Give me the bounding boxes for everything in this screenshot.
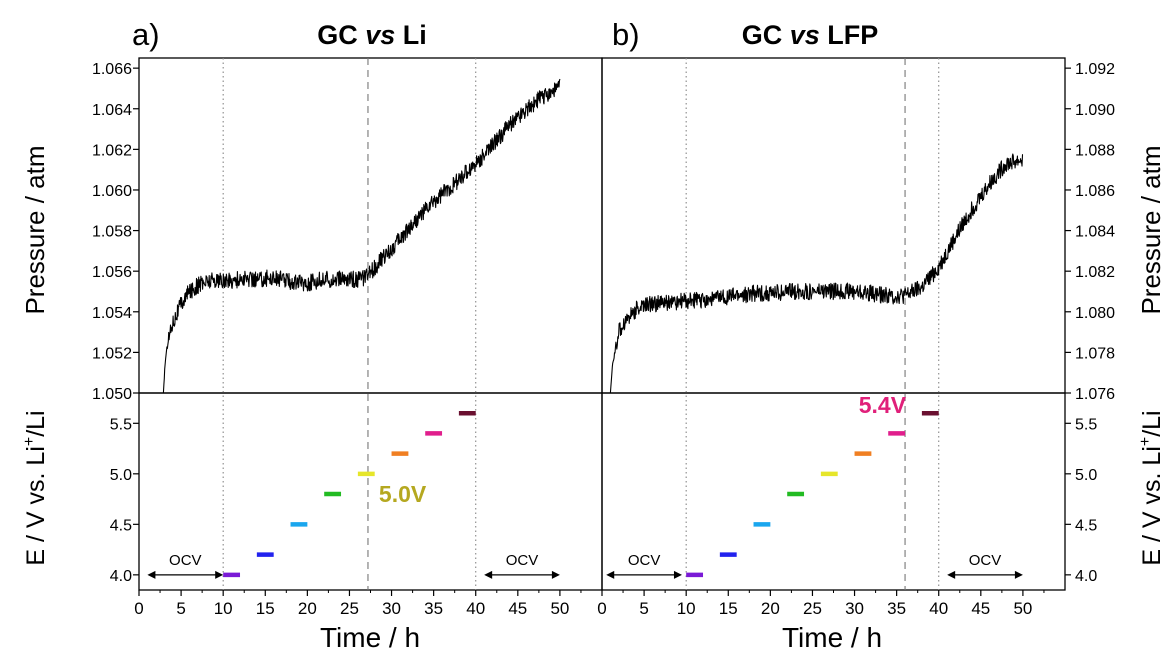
pressure-tick-label-a-5: 1.060 xyxy=(92,183,132,200)
pressure-trace-a xyxy=(162,78,561,394)
x-tick-label-a-20: 20 xyxy=(298,599,317,618)
pressure-tick-label-a-0: 1.050 xyxy=(92,386,132,403)
x-axis-label-a: Time / h xyxy=(320,622,420,653)
x-tick-label-a-0: 0 xyxy=(134,599,143,618)
x-tick-label-a-10: 10 xyxy=(214,599,233,618)
ocv-arrowhead-left-b-0 xyxy=(606,570,615,579)
potential-label-left-post: /Li xyxy=(22,410,50,436)
pressure-tick-label-b-5: 1.086 xyxy=(1075,183,1115,200)
pressure-tick-label-a-8: 1.066 xyxy=(92,61,132,78)
pressure-trace-b xyxy=(609,153,1024,394)
pressure-tick-label-a-4: 1.058 xyxy=(92,224,132,241)
pressure-plot-frame-a xyxy=(138,57,603,394)
title-b-em: vs xyxy=(790,20,820,50)
pressure-tick-label-b-0: 1.076 xyxy=(1075,386,1115,403)
panel-b-label: b) xyxy=(612,17,640,52)
title-panel-a: GC vs Li xyxy=(317,20,427,50)
ocv-arrowhead-right-a-1 xyxy=(551,570,560,579)
x-tick-label-a-45: 45 xyxy=(508,599,527,618)
title-b-pre: GC xyxy=(742,20,790,50)
title-a-em: vs xyxy=(365,20,395,50)
potential-label-left-sup: + xyxy=(21,437,38,446)
pressure-tick-label-a-2: 1.054 xyxy=(92,305,132,322)
panel-a-label: a) xyxy=(132,17,160,52)
potential-axis-label-right: E / V vs. Li+/Li xyxy=(1137,410,1166,565)
pressure-tick-label-b-2: 1.080 xyxy=(1075,305,1115,322)
plot-axes: 0 5 10 15 20 25 30 35 40 45 501.0501.0521.0541.056… xyxy=(92,61,1115,618)
x-tick-label-a-40: 40 xyxy=(466,599,485,618)
pressure-tick-label-b-6: 1.088 xyxy=(1075,142,1115,159)
pressure-tick-label-b-8: 1.092 xyxy=(1075,61,1115,78)
plot-frames xyxy=(138,57,1066,591)
plot-data: OCV OCV 5.0V OCV OCV 5.4V xyxy=(147,58,1024,590)
voltage-annotation-a: 5.0V xyxy=(379,481,427,507)
x-tick-label-b-35: 35 xyxy=(887,599,906,618)
pressure-tick-label-b-7: 1.090 xyxy=(1075,102,1115,119)
potential-tick-label-a-0: 4.0 xyxy=(110,568,132,585)
pressure-tick-label-a-1: 1.052 xyxy=(92,345,132,362)
pressure-axis-label-left: Pressure / atm xyxy=(20,145,50,314)
x-tick-label-b-30: 30 xyxy=(845,599,864,618)
potential-label-right-post: /Li xyxy=(1138,410,1166,436)
x-tick-label-b-50: 50 xyxy=(1013,599,1032,618)
x-tick-label-b-25: 25 xyxy=(803,599,822,618)
pressure-plot-frame-b xyxy=(601,57,1066,394)
x-tick-label-a-30: 30 xyxy=(382,599,401,618)
title-a-pre: GC xyxy=(317,20,365,50)
potential-tick-label-a-3: 5.5 xyxy=(110,416,132,433)
pressure-tick-label-a-6: 1.062 xyxy=(92,142,132,159)
potential-tick-label-b-1: 4.5 xyxy=(1075,517,1097,534)
potential-tick-label-a-2: 5.0 xyxy=(110,467,132,484)
ocv-arrowhead-right-b-0 xyxy=(673,570,682,579)
potential-label-right-sup: + xyxy=(1137,437,1154,446)
x-tick-label-a-50: 50 xyxy=(550,599,569,618)
potential-axis-label-left: E / V vs. Li+/Li xyxy=(21,410,50,565)
pressure-axis-label-right: Pressure / atm xyxy=(1136,145,1166,314)
x-tick-label-a-5: 5 xyxy=(176,599,185,618)
ocv-label-a-0: OCV xyxy=(169,552,202,569)
x-tick-label-a-25: 25 xyxy=(340,599,359,618)
title-a-post: Li xyxy=(395,20,427,50)
x-tick-label-b-20: 20 xyxy=(761,599,780,618)
ocv-arrowhead-right-b-1 xyxy=(1014,570,1023,579)
x-tick-label-a-15: 15 xyxy=(256,599,275,618)
title-panel-b: GC vs LFP xyxy=(742,20,879,50)
potential-label-left-pre: E / V vs. Li xyxy=(22,446,50,565)
x-tick-label-b-40: 40 xyxy=(929,599,948,618)
ocv-arrowhead-left-a-0 xyxy=(147,570,156,579)
pressure-tick-label-b-1: 1.078 xyxy=(1075,345,1115,362)
potential-tick-label-b-3: 5.5 xyxy=(1075,416,1097,433)
title-b-post: LFP xyxy=(820,20,879,50)
ocv-label-b-0: OCV xyxy=(628,552,661,569)
x-tick-label-a-35: 35 xyxy=(424,599,443,618)
x-tick-label-b-5: 5 xyxy=(639,599,648,618)
potential-label-right-pre: E / V vs. Li xyxy=(1138,446,1166,565)
ocv-arrowhead-right-a-0 xyxy=(215,570,224,579)
x-axis-label-b: Time / h xyxy=(782,622,882,653)
ocv-label-a-1: OCV xyxy=(506,552,539,569)
ocv-arrowhead-left-a-1 xyxy=(484,570,493,579)
pressure-tick-label-b-3: 1.082 xyxy=(1075,264,1115,281)
pressure-tick-label-a-7: 1.064 xyxy=(92,102,132,119)
pressure-tick-label-a-3: 1.056 xyxy=(92,264,132,281)
potential-tick-label-b-0: 4.0 xyxy=(1075,568,1097,585)
ocv-arrowhead-left-b-1 xyxy=(947,570,956,579)
voltage-annotation-b: 5.4V xyxy=(859,392,907,418)
potential-tick-label-a-1: 4.5 xyxy=(110,517,132,534)
pressure-tick-label-b-4: 1.084 xyxy=(1075,224,1115,241)
potential-tick-label-b-2: 5.0 xyxy=(1075,467,1097,484)
x-tick-label-b-15: 15 xyxy=(719,599,738,618)
ocv-label-b-1: OCV xyxy=(969,552,1002,569)
x-tick-label-b-10: 10 xyxy=(677,599,696,618)
x-tick-label-b-45: 45 xyxy=(971,599,990,618)
x-tick-label-b-0: 0 xyxy=(597,599,606,618)
